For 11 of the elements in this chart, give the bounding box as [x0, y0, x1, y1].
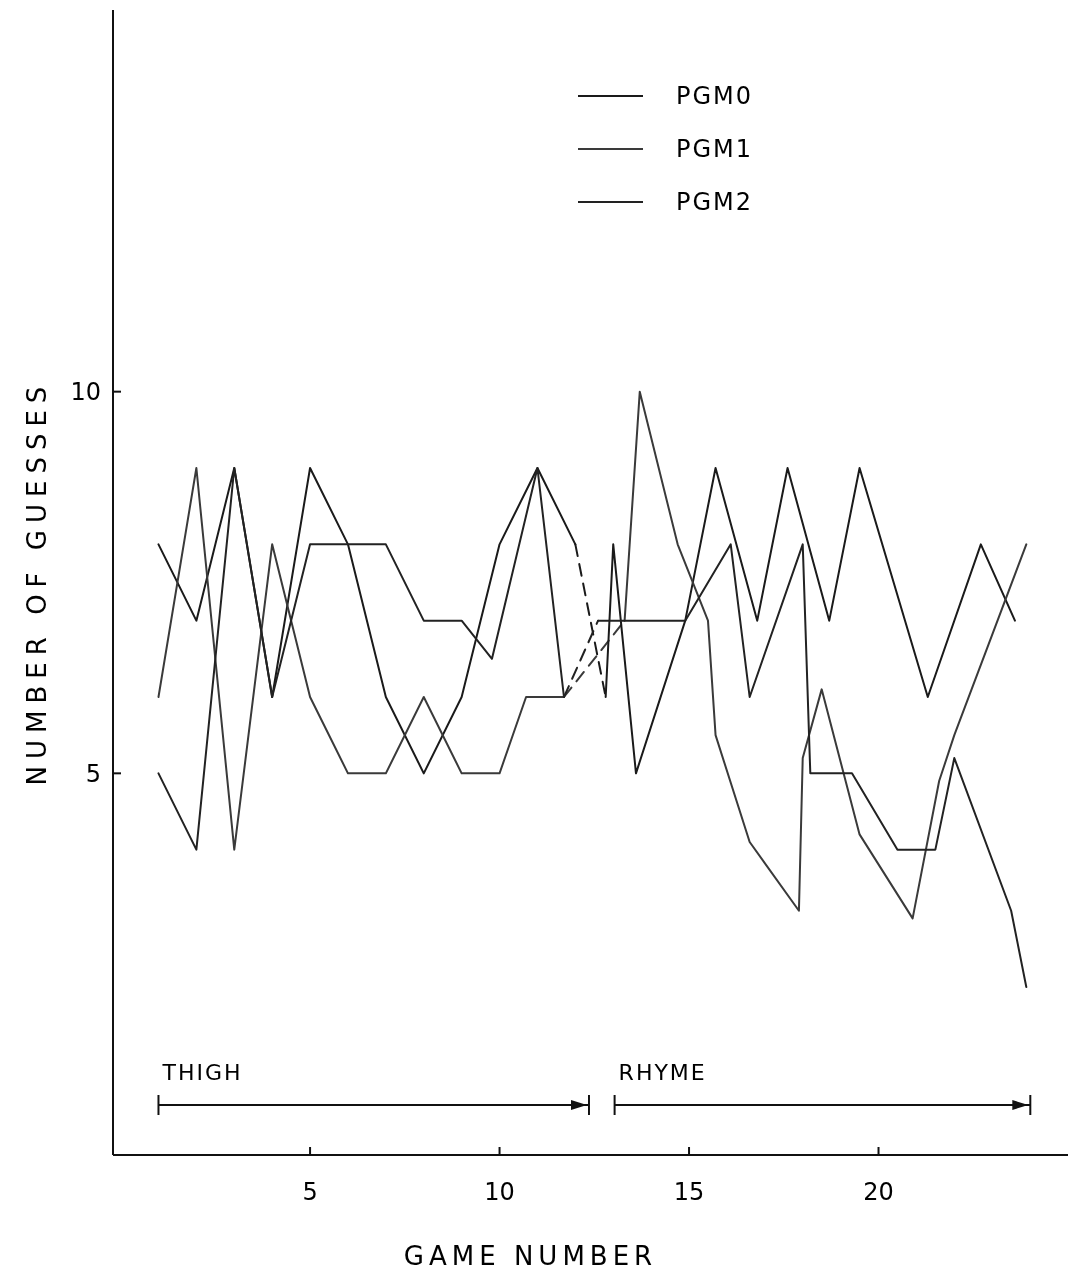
legend-label: PGM2 — [676, 188, 754, 217]
y-axis-title: NUMBER OF GUESSES — [22, 379, 52, 786]
x-axis-title: GAME NUMBER — [403, 1241, 658, 1271]
legend-label: PGM1 — [676, 135, 754, 164]
x-tick-label: 20 — [863, 1178, 894, 1206]
annotation: RHYME — [618, 1060, 707, 1085]
x-tick-label: 5 — [302, 1178, 318, 1206]
legend-label: PGM0 — [676, 82, 754, 111]
annotation: THIGH — [161, 1060, 243, 1085]
x-tick-label: 10 — [484, 1178, 515, 1206]
x-tick-label: 15 — [673, 1178, 705, 1206]
